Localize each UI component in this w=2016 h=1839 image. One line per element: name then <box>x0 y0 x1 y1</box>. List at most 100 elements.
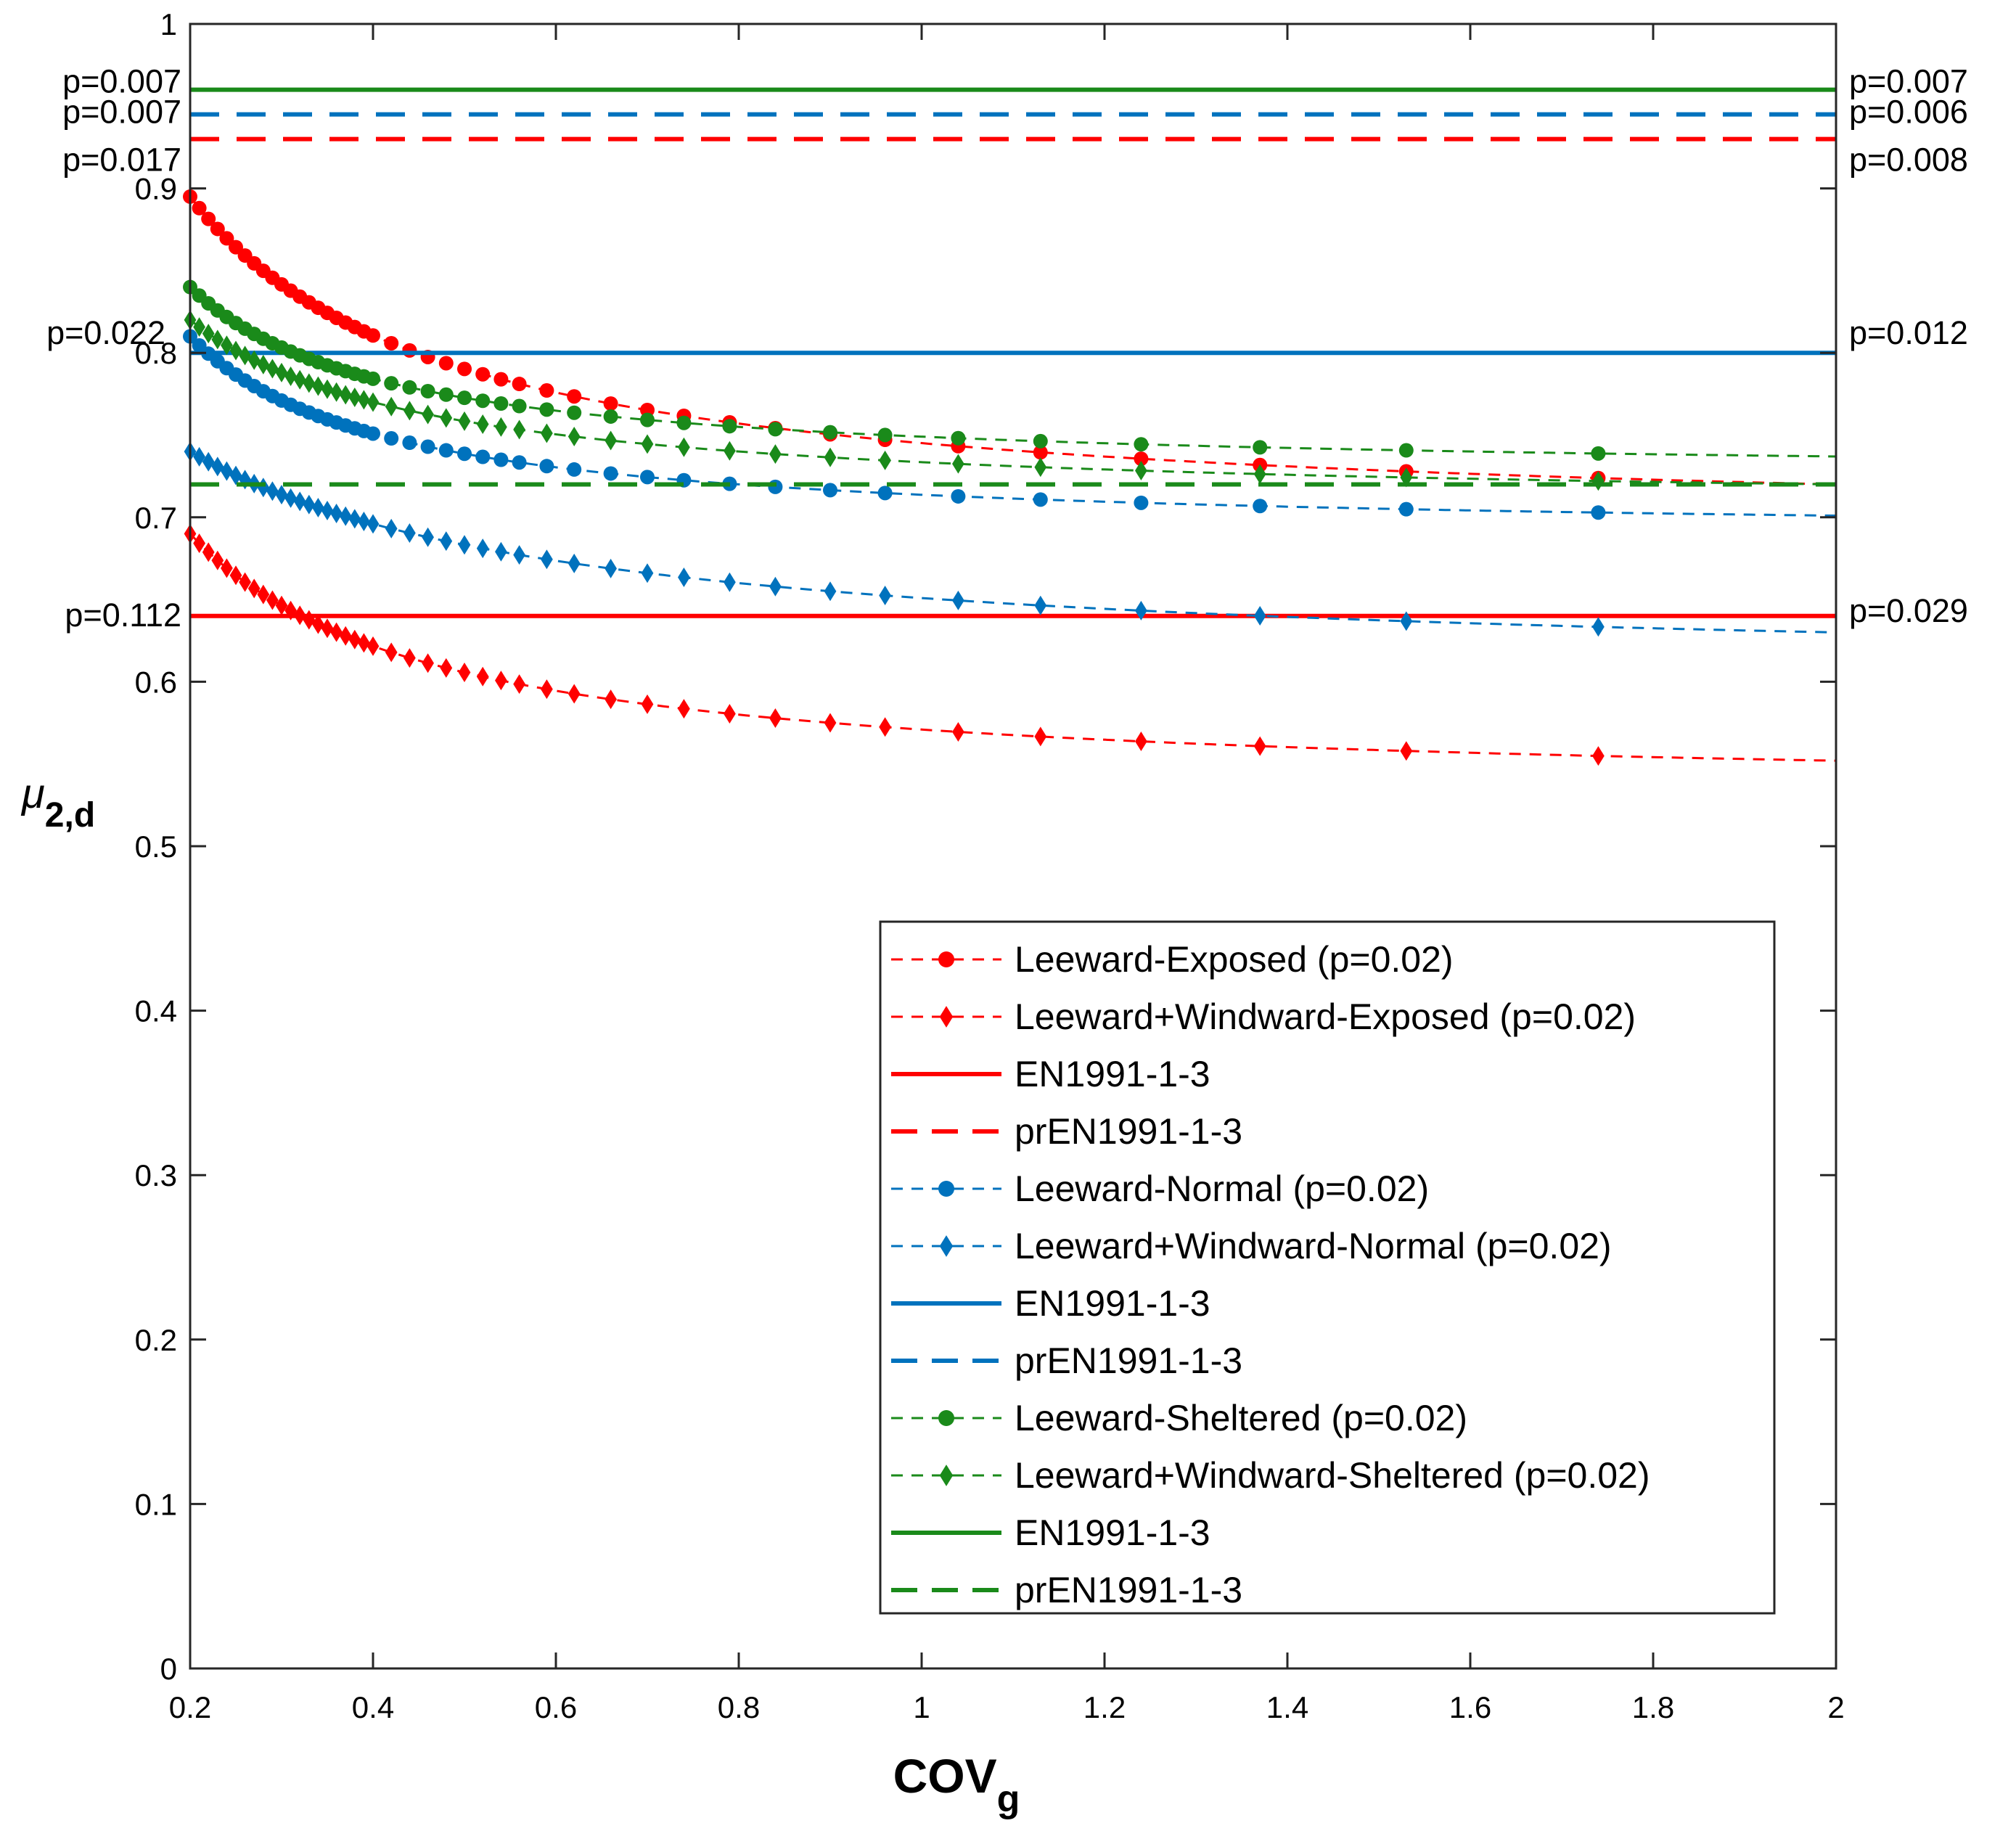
series-1-point-4 <box>221 558 233 578</box>
series-5-point-37 <box>879 586 891 606</box>
series-5-point-21 <box>385 518 398 538</box>
series-4-point-21 <box>384 431 399 446</box>
legend-label-6: EN1991-1-3 <box>1015 1283 1210 1324</box>
annotation-right-2: p=0.029 <box>1849 592 1968 629</box>
series-8-point-38 <box>951 430 966 446</box>
series-1-point-26 <box>476 666 489 687</box>
series-1-point-36 <box>824 713 837 733</box>
series-1-point-34 <box>724 703 736 724</box>
legend-item-7: prEN1991-1-3 <box>891 1340 1242 1381</box>
annotation-right-3: p=0.008 <box>1849 142 1968 179</box>
series-1-point-8 <box>257 584 270 605</box>
series-1-point-39 <box>1034 726 1047 747</box>
series-1-point-21 <box>385 642 398 663</box>
series-1-point-43 <box>1592 746 1605 766</box>
series-1-point-15 <box>321 618 334 639</box>
series-9 <box>184 310 1837 491</box>
series-1-point-1 <box>193 533 205 554</box>
series-9-point-15 <box>321 379 334 399</box>
series-8-point-25 <box>457 390 472 406</box>
series-0-point-31 <box>603 396 618 411</box>
series-1-point-25 <box>458 663 471 683</box>
series-9-point-14 <box>312 376 324 396</box>
y-tick-label-7: 0.7 <box>135 501 177 535</box>
legend-item-11: prEN1991-1-3 <box>891 1570 1242 1610</box>
annotation-left-7: p=0.007 <box>62 94 181 131</box>
series-9-point-5 <box>229 340 242 361</box>
series-1-point-22 <box>403 648 416 668</box>
series-9-point-12 <box>293 369 306 390</box>
series-8-point-35 <box>768 422 783 437</box>
series-5-point-35 <box>769 576 782 597</box>
series-9-point-33 <box>678 437 690 457</box>
series-1-point-5 <box>229 565 242 586</box>
series-9-point-17 <box>339 385 352 405</box>
series-8-point-29 <box>539 402 554 417</box>
series-9-point-3 <box>211 329 224 350</box>
y-tick-label-5: 0.5 <box>135 830 177 864</box>
series-5-point-23 <box>422 527 434 547</box>
series-8-point-23 <box>420 383 435 398</box>
series-9-point-27 <box>495 417 507 437</box>
series-4-point-39 <box>1033 492 1048 507</box>
series-1-point-38 <box>952 721 964 742</box>
series-8-point-42 <box>1398 443 1414 458</box>
series-4-point-29 <box>539 459 554 474</box>
series-9-point-35 <box>769 444 782 464</box>
series-5-point-28 <box>513 545 525 565</box>
series-1-point-18 <box>348 629 361 650</box>
series-8-point-39 <box>1033 433 1048 449</box>
series-9-point-21 <box>385 396 398 417</box>
legend-swatch-marker-0 <box>938 951 954 967</box>
series-5-point-24 <box>440 531 453 552</box>
series-5-point-26 <box>476 538 489 559</box>
series-4-point-38 <box>951 488 966 504</box>
series-5-point-20 <box>366 514 380 534</box>
annotation-right-6: p=0.012 <box>1849 314 1968 351</box>
series-4-point-42 <box>1398 501 1414 517</box>
series-9-point-13 <box>303 373 316 393</box>
series-8-point-26 <box>475 393 491 409</box>
series-9-point-32 <box>641 434 654 454</box>
series-0-point-25 <box>457 361 472 377</box>
series-9-point-1 <box>193 317 205 337</box>
series-4-point-23 <box>420 439 435 454</box>
series-5-point-18 <box>348 509 361 529</box>
series-9-point-22 <box>403 401 416 421</box>
series-4-point-36 <box>823 483 837 498</box>
y-tick-label-10: 1 <box>160 7 177 41</box>
series-1-point-30 <box>567 684 581 704</box>
series-9-point-9 <box>266 359 279 379</box>
legend-swatch-marker-4 <box>938 1181 954 1197</box>
annotation-right-10: p=0.007 <box>1849 63 1968 100</box>
series-9-point-34 <box>724 441 736 461</box>
series-5-point-14 <box>312 497 324 517</box>
legend-box <box>879 920 1776 1615</box>
series-5-point-25 <box>458 535 471 555</box>
series-9-point-42 <box>1400 467 1413 488</box>
series-4-point-28 <box>512 455 527 470</box>
series-8-point-24 <box>438 387 454 402</box>
series-5-point-43 <box>1592 617 1605 637</box>
series-4-point-25 <box>457 446 472 462</box>
legend-item-0: Leeward-Exposed (p=0.02) <box>891 939 1454 980</box>
series-8-point-28 <box>512 398 527 414</box>
series-1-point-9 <box>266 590 279 610</box>
series-9-point-24 <box>440 408 453 428</box>
series-4-point-43 <box>1591 505 1606 520</box>
series-1-point-3 <box>211 550 224 570</box>
series-9-point-36 <box>824 447 837 467</box>
series-0-point-2 <box>201 211 216 226</box>
series-5-point-41 <box>1253 606 1266 626</box>
series-5-point-4 <box>221 461 233 481</box>
series-8-point-22 <box>402 380 417 395</box>
series-8-point-40 <box>1134 437 1149 452</box>
series-4-point-20 <box>366 426 380 441</box>
series-0-point-29 <box>539 383 554 398</box>
x-tick-label-6: 1.4 <box>1266 1690 1308 1724</box>
series-4-point-30 <box>567 462 582 477</box>
series-5-point-5 <box>229 465 242 486</box>
x-tick-label-4: 1 <box>913 1690 930 1724</box>
series-5-point-33 <box>678 568 690 588</box>
series-5-point-30 <box>567 553 581 573</box>
